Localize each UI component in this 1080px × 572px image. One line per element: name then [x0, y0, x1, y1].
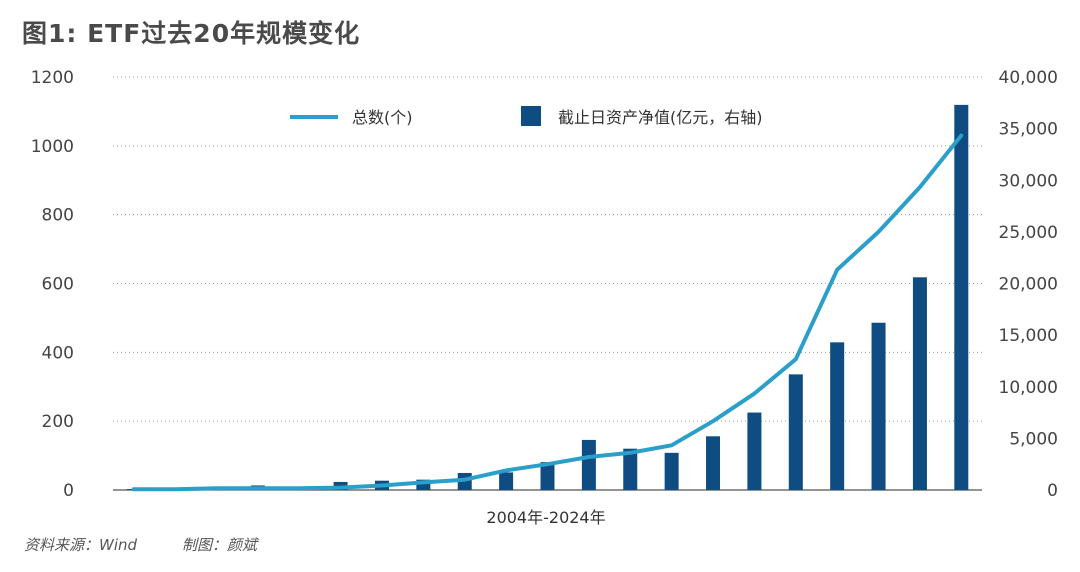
source-note: 资料来源：Wind	[24, 536, 138, 554]
bar	[499, 472, 514, 490]
right-tick-label: 10,000	[999, 378, 1058, 398]
bar	[830, 342, 845, 490]
line-series	[131, 133, 964, 492]
right-tick-label: 5,000	[1009, 429, 1058, 449]
left-tick-label: 200	[42, 412, 74, 432]
legend: 总数(个) 截止日资产净值(亿元，右轴)	[290, 106, 763, 127]
bar-series	[126, 104, 969, 490]
left-tick-label: 400	[42, 343, 74, 363]
bar	[416, 479, 431, 490]
left-tick-label: 600	[42, 275, 74, 295]
right-tick-label: 40,000	[999, 68, 1058, 88]
left-tick-label: 800	[42, 206, 74, 226]
right-axis-ticks: 0 5,000 10,000 15,000 20,000 25,000 30,000 35,0…	[999, 68, 1058, 501]
bar	[912, 277, 927, 490]
right-tick-label: 30,000	[999, 171, 1058, 191]
left-axis-ticks: 0 200 400 600 800 1000 1200	[31, 68, 74, 501]
bar	[664, 452, 679, 490]
x-axis-label: 2004年-2024年	[486, 508, 605, 527]
right-tick-label: 0	[1047, 481, 1058, 501]
bar	[747, 412, 762, 490]
bar	[623, 448, 638, 490]
right-tick-label: 20,000	[999, 275, 1058, 295]
right-tick-label: 25,000	[999, 223, 1058, 243]
bar	[581, 439, 596, 490]
right-tick-label: 15,000	[999, 326, 1058, 346]
bar	[706, 436, 721, 490]
left-tick-label: 1200	[31, 68, 74, 88]
legend-bar-label: 截止日资产净值(亿元，右轴)	[558, 108, 763, 127]
legend-line-label: 总数(个)	[352, 108, 413, 127]
bar	[871, 322, 886, 490]
legend-bar-swatch	[521, 106, 541, 126]
left-tick-label: 0	[63, 481, 74, 501]
chart-title: 图1: ETF过去20年规模变化	[22, 19, 361, 48]
bar	[540, 462, 555, 490]
right-tick-label: 35,000	[999, 120, 1058, 140]
bar	[788, 374, 803, 490]
left-tick-label: 1000	[31, 137, 74, 157]
line-path	[131, 133, 964, 492]
bar	[954, 104, 969, 490]
maker-note: 制图：颜斌	[182, 536, 258, 554]
grid-lines	[113, 76, 982, 491]
